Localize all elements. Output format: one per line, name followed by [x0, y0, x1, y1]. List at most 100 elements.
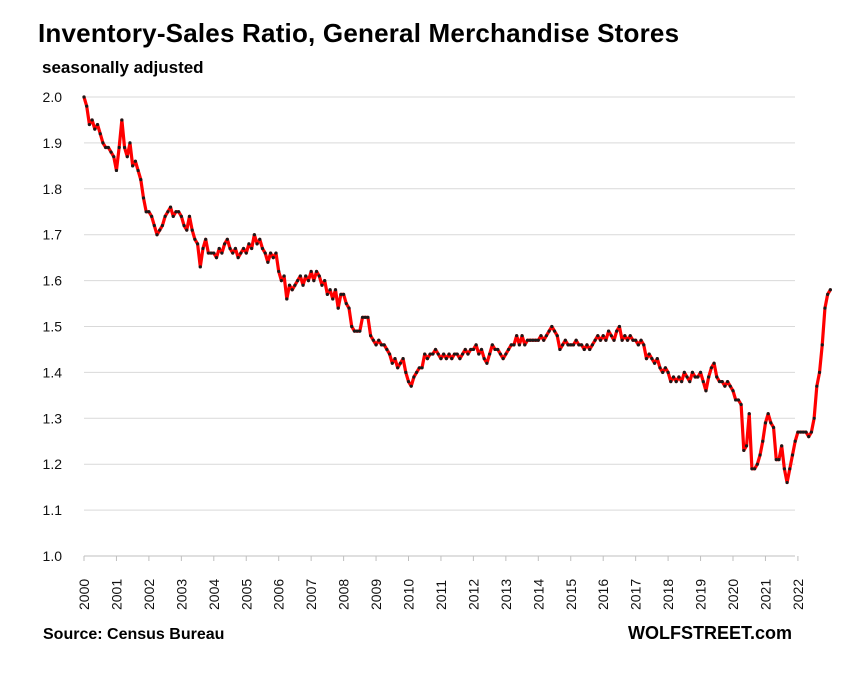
x-tick-label: 2017: [628, 579, 644, 610]
data-point: [401, 357, 405, 361]
data-point: [390, 361, 394, 365]
data-point: [515, 334, 519, 338]
data-point: [685, 375, 689, 379]
brand-logo-text: WOLFSTREET.com: [627, 623, 792, 643]
data-point: [139, 178, 143, 182]
data-point: [106, 145, 110, 150]
data-point: [652, 361, 657, 365]
data-point: [282, 274, 286, 278]
data-point: [423, 352, 427, 356]
data-point: [220, 251, 224, 255]
data-point: [601, 334, 605, 338]
data-point: [528, 338, 532, 342]
data-point: [328, 288, 332, 292]
data-point: [715, 375, 719, 379]
data-point: [750, 467, 754, 471]
series-line: [82, 95, 832, 485]
data-point: [301, 283, 305, 287]
data-point: [534, 338, 538, 342]
x-tick-label: 2014: [530, 579, 546, 610]
data-point: [525, 338, 530, 342]
data-point: [542, 338, 546, 342]
data-point: [782, 467, 786, 471]
data-point: [277, 269, 281, 274]
data-point: [231, 251, 235, 255]
data-point: [615, 329, 619, 333]
data-point: [122, 145, 127, 150]
data-point: [360, 315, 365, 319]
data-point: [731, 389, 735, 393]
data-point: [482, 357, 486, 361]
data-point: [209, 251, 213, 255]
data-point: [690, 370, 695, 374]
data-point: [512, 343, 516, 347]
data-point: [442, 352, 446, 356]
data-point: [85, 104, 89, 108]
data-point: [309, 269, 313, 274]
y-tick-label: 2.0: [43, 89, 63, 105]
data-point: [371, 338, 375, 342]
data-point: [387, 352, 392, 356]
data-point: [250, 246, 254, 251]
data-point: [485, 361, 489, 365]
data-point: [174, 210, 178, 214]
data-point: [247, 242, 251, 246]
data-point: [474, 343, 478, 347]
data-point: [563, 338, 567, 342]
data-point: [225, 237, 229, 241]
x-tick-label: 2019: [693, 579, 709, 610]
data-point: [561, 343, 565, 347]
data-point: [569, 343, 573, 347]
data-point: [539, 334, 543, 338]
data-point: [331, 297, 335, 301]
data-point: [342, 292, 346, 296]
data-point: [704, 389, 708, 393]
data-point: [509, 343, 513, 347]
data-point: [734, 398, 738, 402]
data-point: [182, 223, 186, 228]
data-point: [204, 237, 208, 241]
data-point: [287, 283, 292, 287]
data-point: [355, 329, 359, 333]
data-point: [347, 306, 351, 310]
y-tick-label: 1.7: [43, 227, 63, 243]
data-point: [179, 214, 183, 218]
data-point: [379, 343, 384, 347]
data-point: [609, 334, 613, 338]
data-point: [304, 274, 308, 278]
data-point: [177, 210, 181, 214]
data-point: [547, 329, 551, 333]
data-point: [168, 205, 173, 209]
data-point: [655, 357, 659, 361]
series-inventory-sales-ratio: [82, 95, 832, 485]
data-point: [350, 324, 354, 329]
data-point: [144, 210, 148, 214]
data-point: [793, 439, 797, 443]
data-point: [404, 370, 408, 374]
y-tick-label: 1.3: [43, 410, 63, 426]
data-point: [766, 412, 770, 416]
data-point: [109, 150, 113, 154]
data-point: [720, 379, 724, 384]
data-point: [623, 334, 627, 338]
data-point: [155, 233, 159, 237]
data-point: [439, 357, 443, 361]
data-point: [233, 246, 238, 251]
data-point: [377, 338, 381, 342]
data-point: [663, 366, 668, 370]
y-tick-label: 1.8: [43, 181, 63, 197]
data-point: [701, 379, 705, 384]
data-point: [555, 334, 559, 338]
x-tick-label: 2006: [271, 579, 287, 610]
x-tick-label: 2010: [401, 579, 417, 610]
data-point: [431, 352, 435, 356]
data-point: [736, 398, 741, 402]
data-point: [163, 214, 167, 218]
data-point: [788, 467, 792, 471]
data-point: [636, 343, 640, 347]
data-point: [152, 223, 156, 228]
data-point: [452, 352, 457, 356]
chart-title: Inventory-Sales Ratio, General Merchandi…: [38, 18, 680, 48]
data-point-markers: [82, 95, 832, 485]
data-point: [753, 467, 757, 471]
